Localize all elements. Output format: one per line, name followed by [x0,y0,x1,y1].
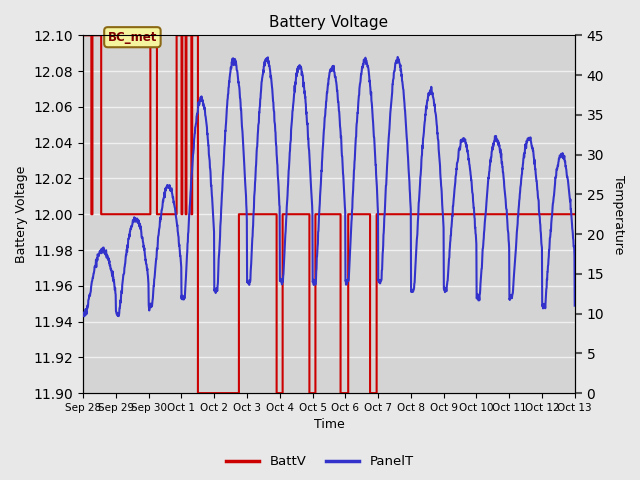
Text: BC_met: BC_met [108,31,157,44]
Y-axis label: Temperature: Temperature [612,175,625,254]
Legend: BattV, PanelT: BattV, PanelT [221,450,419,473]
Y-axis label: Battery Voltage: Battery Voltage [15,166,28,263]
X-axis label: Time: Time [314,419,344,432]
Title: Battery Voltage: Battery Voltage [269,15,388,30]
